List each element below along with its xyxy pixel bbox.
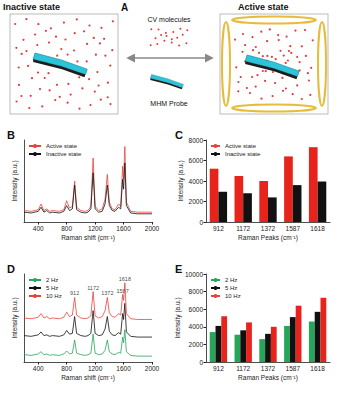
svg-text:Active state: Active state	[238, 2, 289, 12]
svg-text:10 Hz: 10 Hz	[46, 293, 62, 299]
svg-text:6000: 6000	[189, 306, 204, 313]
svg-text:Inactive state: Inactive state	[46, 151, 82, 157]
svg-text:1587: 1587	[286, 365, 301, 372]
svg-text:1372: 1372	[101, 290, 113, 296]
svg-text:800: 800	[61, 365, 72, 372]
svg-text:912: 912	[213, 225, 224, 232]
svg-text:2000: 2000	[189, 198, 204, 205]
svg-text:Raman Peaks (cm⁻¹): Raman Peaks (cm⁻¹)	[238, 374, 298, 382]
svg-text:400: 400	[33, 225, 44, 232]
svg-text:400: 400	[33, 365, 44, 372]
svg-text:2 Hz: 2 Hz	[225, 277, 237, 283]
svg-text:MHM Probe: MHM Probe	[150, 100, 187, 107]
svg-text:10000: 10000	[185, 271, 203, 278]
svg-text:1372: 1372	[261, 365, 276, 372]
svg-text:5 Hz: 5 Hz	[225, 285, 237, 291]
svg-text:0: 0	[199, 359, 203, 366]
svg-text:1372: 1372	[261, 225, 276, 232]
svg-text:912: 912	[70, 290, 79, 296]
svg-text:C: C	[175, 129, 183, 141]
svg-text:Intensity (a.u.): Intensity (a.u.)	[177, 160, 185, 201]
svg-text:B: B	[7, 129, 15, 141]
svg-text:1587: 1587	[117, 288, 129, 294]
svg-text:1172: 1172	[236, 225, 250, 232]
svg-text:5 Hz: 5 Hz	[46, 285, 58, 291]
svg-text:2000: 2000	[145, 225, 160, 232]
svg-text:1618: 1618	[310, 225, 325, 232]
svg-text:1200: 1200	[88, 365, 103, 372]
svg-text:0: 0	[199, 219, 203, 226]
svg-text:6000: 6000	[189, 157, 204, 164]
svg-text:D: D	[7, 263, 15, 275]
svg-text:2 Hz: 2 Hz	[46, 277, 58, 283]
svg-text:Raman Peaks (cm⁻¹): Raman Peaks (cm⁻¹)	[238, 234, 298, 242]
svg-text:800: 800	[61, 225, 72, 232]
svg-text:Raman shift (cm⁻¹): Raman shift (cm⁻¹)	[61, 234, 115, 242]
svg-text:2000: 2000	[189, 341, 204, 348]
svg-text:Raman shift (cm⁻¹): Raman shift (cm⁻¹)	[61, 374, 115, 382]
svg-text:2000: 2000	[145, 365, 160, 372]
svg-text:4000: 4000	[189, 323, 204, 330]
svg-text:10 Hz: 10 Hz	[225, 293, 241, 299]
svg-text:Active state: Active state	[46, 143, 78, 149]
svg-text:Intensity (a.u.): Intensity (a.u.)	[174, 297, 182, 338]
svg-text:CV molecules: CV molecules	[147, 16, 191, 23]
svg-text:8000: 8000	[189, 137, 204, 144]
svg-text:912: 912	[213, 365, 224, 372]
svg-text:4000: 4000	[189, 178, 204, 185]
svg-text:1600: 1600	[116, 225, 131, 232]
svg-text:Intensity (a.u.): Intensity (a.u.)	[11, 160, 19, 201]
svg-text:1200: 1200	[88, 225, 103, 232]
svg-text:1618: 1618	[310, 365, 325, 372]
svg-text:Intensity (a.u.): Intensity (a.u.)	[11, 297, 19, 338]
svg-text:1600: 1600	[116, 365, 131, 372]
svg-text:8000: 8000	[189, 288, 204, 295]
svg-text:1587: 1587	[286, 225, 301, 232]
svg-text:Active state: Active state	[225, 143, 257, 149]
svg-text:E: E	[175, 263, 182, 275]
svg-text:1172: 1172	[87, 285, 99, 291]
svg-text:Inactive state: Inactive state	[225, 151, 261, 157]
svg-text:A: A	[121, 2, 128, 13]
svg-text:1172: 1172	[236, 365, 250, 372]
svg-text:1618: 1618	[119, 276, 131, 282]
svg-text:Inactive state: Inactive state	[3, 2, 60, 12]
